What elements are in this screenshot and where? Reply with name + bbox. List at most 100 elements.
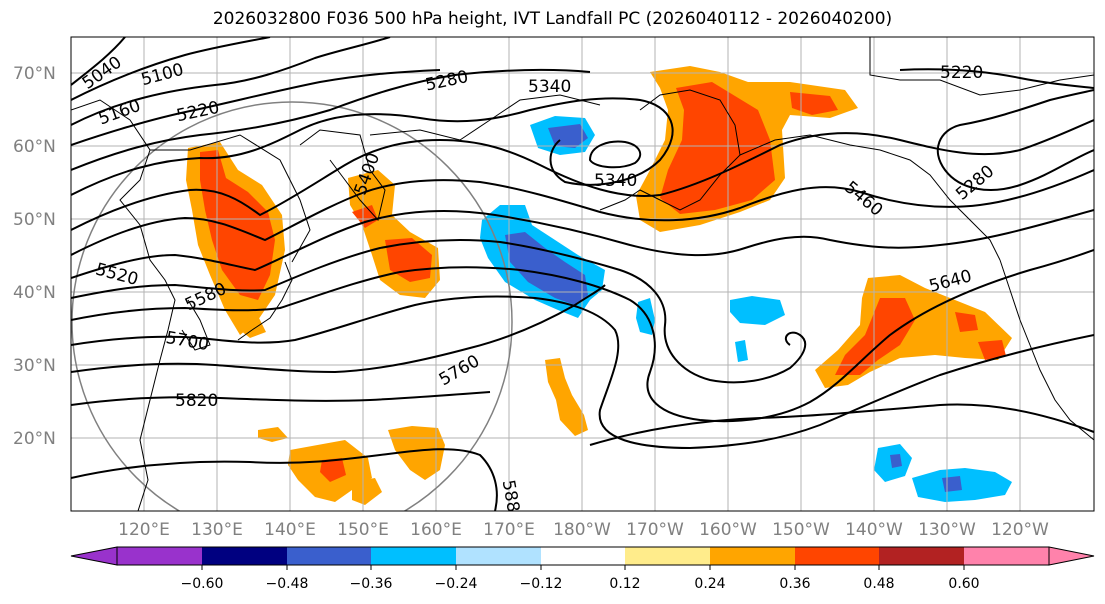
contour-label: 5340: [528, 77, 571, 97]
colorbar-segment: [710, 547, 795, 565]
lon-label: 140°E: [264, 520, 316, 540]
colorbar-segment: [964, 547, 1049, 565]
ivt-positive-region: [240, 316, 266, 338]
colorbar-tick-label: −0.36: [350, 576, 393, 592]
coastline-okhotsk: [150, 134, 311, 263]
colorbar-tick-label: 0.36: [779, 576, 810, 592]
contour-5700: [71, 295, 1094, 450]
lon-label: 150°W: [772, 520, 830, 540]
colorbar-tick-label: 0.48: [863, 576, 894, 592]
lon-label: 150°E: [337, 520, 389, 540]
contour-5880-east: [589, 403, 1094, 446]
coastline-west-america: [999, 259, 1094, 441]
contour-5580: [71, 239, 807, 384]
contour-5460: [71, 169, 1094, 256]
lon-label: 140°W: [845, 520, 903, 540]
colorbar-tick-label: −0.24: [435, 576, 478, 592]
lat-label: 30°N: [13, 356, 56, 376]
ivt-high-region: [835, 298, 915, 375]
colorbar-segment: [287, 547, 371, 565]
colorbar-tick-label: −0.60: [181, 576, 224, 592]
contour-5340: [71, 97, 674, 196]
ivt-negative-region: [730, 296, 785, 325]
contour-5340-ring: [588, 140, 642, 169]
lat-label: 50°N: [13, 210, 56, 230]
lat-label: 20°N: [13, 429, 56, 449]
colorbar-segment: [541, 547, 625, 565]
contour-5160: [71, 37, 391, 126]
contour-5400: [71, 119, 1094, 231]
contour-5280-east: [936, 89, 1094, 191]
contour-label: 5340: [594, 171, 637, 191]
colorbar-tick-label: 0.12: [609, 576, 640, 592]
height-contours: [71, 37, 1094, 511]
colorbar-segment: [371, 547, 456, 565]
contour-5640: [71, 249, 1094, 423]
colorbar-tick-label: 0.60: [948, 576, 979, 592]
coastlines: [71, 37, 1094, 511]
contour-label: 5820: [175, 391, 218, 411]
lat-label: 40°N: [13, 283, 56, 303]
ivt-high-region: [385, 238, 432, 282]
ivt-high-region: [352, 205, 378, 228]
ivt-high-region: [200, 150, 275, 300]
contour-5100: [71, 37, 271, 101]
contour-5880: [71, 448, 498, 511]
colorbar: −0.60 −0.48 −0.36 −0.24 −0.12 0.12 0.24 …: [70, 546, 1095, 592]
colorbar-segment: [625, 547, 710, 565]
contour-5820: [71, 391, 491, 406]
ivt-strong-negative-region: [942, 476, 962, 492]
contour-5220-east: [899, 68, 1094, 89]
colorbar-segment: [879, 547, 964, 565]
ivt-strong-negative-region: [505, 232, 588, 305]
ivt-positive-region: [352, 478, 382, 505]
lon-label: 160°E: [410, 520, 462, 540]
colorbar-extend-high: [1048, 546, 1095, 566]
colorbar-segment: [117, 547, 202, 565]
reference-circle: [71, 101, 513, 511]
map-frame: [70, 36, 1095, 512]
coastline-canada-north: [869, 37, 1094, 96]
latitude-labels: 70°N 60°N 50°N 40°N 30°N 20°N: [13, 64, 56, 449]
coastline-alaska: [599, 89, 741, 211]
colorbar-tick-label: 0.24: [694, 576, 725, 592]
contour-5520: [71, 209, 1094, 279]
lon-label: 160°W: [699, 520, 757, 540]
longitude-labels: 120°E 130°E 140°E 150°E 160°E 170°E 180°…: [118, 520, 1049, 540]
contour-5280: [71, 68, 591, 171]
lon-label: 120°W: [991, 520, 1049, 540]
colorbar-extend-low: [70, 546, 118, 566]
coastline-korea: [181, 299, 211, 351]
ivt-negative-region: [912, 468, 1012, 502]
ivt-positive-region: [545, 358, 588, 436]
ivt-negative-region: [735, 340, 748, 362]
coastline-siberia: [369, 94, 601, 141]
ivt-high-region: [955, 312, 978, 332]
coastline-kamchatka: [299, 129, 386, 222]
map-title: 2026032800 F036 500 hPa height, IVT Land…: [212, 9, 893, 29]
lon-label: 170°W: [626, 520, 684, 540]
colorbar-segment: [456, 547, 541, 565]
lon-label: 130°W: [918, 520, 976, 540]
lat-label: 60°N: [13, 137, 56, 157]
colorbar-segment: [202, 547, 287, 565]
lon-label: 130°E: [191, 520, 243, 540]
contour-label: 5220: [940, 63, 983, 83]
contour-5040: [71, 37, 126, 86]
contour-5760: [71, 284, 606, 374]
ivt-strong-negative-region: [890, 454, 902, 468]
lon-label: 180°W: [553, 520, 611, 540]
lon-label: 170°E: [483, 520, 535, 540]
colorbar-tick-label: −0.12: [520, 576, 563, 592]
ivt-high-region: [978, 340, 1006, 360]
ivt-positive-region: [388, 426, 445, 480]
contour-5220-west: [71, 69, 441, 146]
ivt-high-region: [660, 82, 775, 214]
colorbar-tick-label: −0.48: [266, 576, 309, 592]
coastline-asia: [71, 99, 176, 511]
lat-label: 70°N: [13, 64, 56, 84]
ivt-high-region: [790, 92, 838, 115]
coastline-gulf-of-alaska: [739, 134, 1001, 261]
ivt-high-region: [320, 458, 346, 482]
